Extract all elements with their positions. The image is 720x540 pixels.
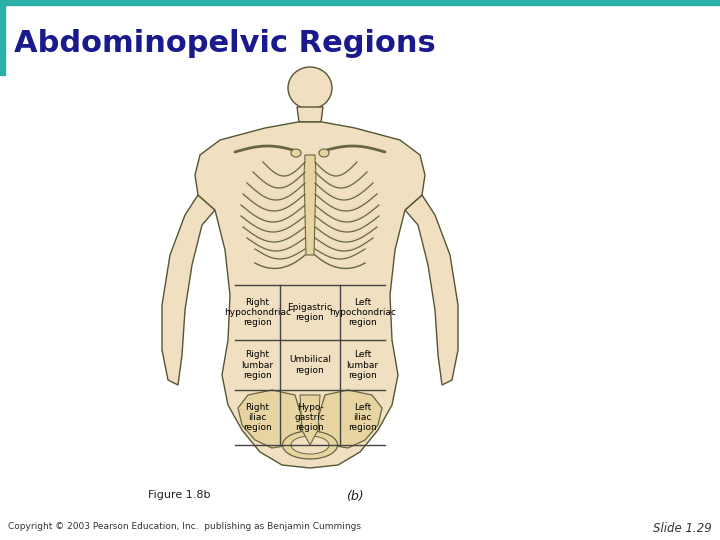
Text: Right
iliac
region: Right iliac region bbox=[243, 403, 272, 433]
Text: Slide 1.29: Slide 1.29 bbox=[653, 522, 712, 535]
Polygon shape bbox=[405, 195, 458, 385]
Text: (b): (b) bbox=[346, 490, 364, 503]
Polygon shape bbox=[318, 390, 382, 448]
Text: Right
hypochondriac
region: Right hypochondriac region bbox=[224, 298, 291, 327]
Ellipse shape bbox=[319, 149, 329, 157]
Polygon shape bbox=[304, 155, 316, 255]
Bar bbox=[0, 0, 5, 75]
Polygon shape bbox=[162, 195, 215, 385]
Polygon shape bbox=[238, 390, 302, 448]
Text: Epigastric
region: Epigastric region bbox=[287, 303, 333, 322]
Ellipse shape bbox=[291, 436, 329, 454]
Text: Left
lumbar
region: Left lumbar region bbox=[346, 350, 379, 380]
Ellipse shape bbox=[291, 149, 301, 157]
Ellipse shape bbox=[288, 67, 332, 109]
Ellipse shape bbox=[282, 431, 338, 459]
Bar bbox=[0, 0, 720, 5]
Text: Abdominopelvic Regions: Abdominopelvic Regions bbox=[14, 30, 436, 58]
Text: Umbilical
region: Umbilical region bbox=[289, 355, 331, 375]
Text: Figure 1.8b: Figure 1.8b bbox=[148, 490, 210, 500]
Text: Copyright © 2003 Pearson Education, Inc.  publishing as Benjamin Cummings: Copyright © 2003 Pearson Education, Inc.… bbox=[8, 522, 361, 531]
Polygon shape bbox=[297, 107, 323, 122]
Text: Hypo-
gastric
region: Hypo- gastric region bbox=[294, 403, 325, 433]
Polygon shape bbox=[300, 395, 320, 445]
Text: Left
iliac
region: Left iliac region bbox=[348, 403, 377, 433]
Text: Left
hypochondriac
region: Left hypochondriac region bbox=[329, 298, 396, 327]
Text: Right
lumbar
region: Right lumbar region bbox=[241, 350, 274, 380]
Polygon shape bbox=[195, 122, 425, 468]
